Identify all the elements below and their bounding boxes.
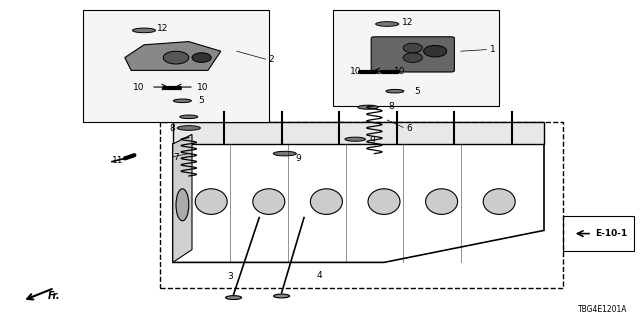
Ellipse shape xyxy=(310,189,342,214)
Ellipse shape xyxy=(345,137,365,141)
Text: Fr.: Fr. xyxy=(48,291,61,301)
Text: 12: 12 xyxy=(402,18,413,27)
Ellipse shape xyxy=(386,89,404,93)
Ellipse shape xyxy=(173,99,191,103)
Text: 8: 8 xyxy=(388,102,394,111)
Text: 10: 10 xyxy=(394,67,405,76)
FancyBboxPatch shape xyxy=(371,37,454,72)
Ellipse shape xyxy=(253,189,285,214)
Ellipse shape xyxy=(274,294,290,298)
Text: E-10-1: E-10-1 xyxy=(595,229,627,238)
Ellipse shape xyxy=(176,189,189,221)
Ellipse shape xyxy=(483,189,515,214)
Bar xyxy=(333,10,499,106)
Ellipse shape xyxy=(226,296,242,300)
Circle shape xyxy=(163,51,189,64)
Text: 9: 9 xyxy=(369,136,375,145)
Ellipse shape xyxy=(195,189,227,214)
Bar xyxy=(83,10,269,122)
Polygon shape xyxy=(173,134,192,262)
Ellipse shape xyxy=(368,189,400,214)
Circle shape xyxy=(403,53,422,62)
Text: 7: 7 xyxy=(173,153,179,162)
Ellipse shape xyxy=(177,126,200,130)
Text: 3: 3 xyxy=(227,272,233,281)
Ellipse shape xyxy=(180,115,198,119)
Text: 1: 1 xyxy=(490,45,495,54)
Text: 10: 10 xyxy=(132,83,144,92)
Polygon shape xyxy=(173,122,544,144)
Ellipse shape xyxy=(358,105,378,109)
Text: 10: 10 xyxy=(197,83,209,92)
Text: 10: 10 xyxy=(350,67,362,76)
Polygon shape xyxy=(125,42,221,70)
Ellipse shape xyxy=(273,151,296,156)
Ellipse shape xyxy=(426,189,458,214)
Text: 9: 9 xyxy=(296,154,301,163)
Text: 4: 4 xyxy=(317,271,323,280)
Ellipse shape xyxy=(376,22,399,26)
Bar xyxy=(160,122,563,288)
Text: 2: 2 xyxy=(269,55,275,64)
Circle shape xyxy=(424,45,447,57)
Text: 12: 12 xyxy=(157,24,168,33)
Ellipse shape xyxy=(132,28,156,33)
Text: 5: 5 xyxy=(415,87,420,96)
Circle shape xyxy=(192,53,211,62)
Text: 6: 6 xyxy=(406,124,412,132)
Text: 8: 8 xyxy=(170,124,175,132)
Circle shape xyxy=(403,43,422,53)
Text: 5: 5 xyxy=(198,96,204,105)
Text: 11: 11 xyxy=(112,156,124,164)
Text: TBG4E1201A: TBG4E1201A xyxy=(578,305,627,314)
